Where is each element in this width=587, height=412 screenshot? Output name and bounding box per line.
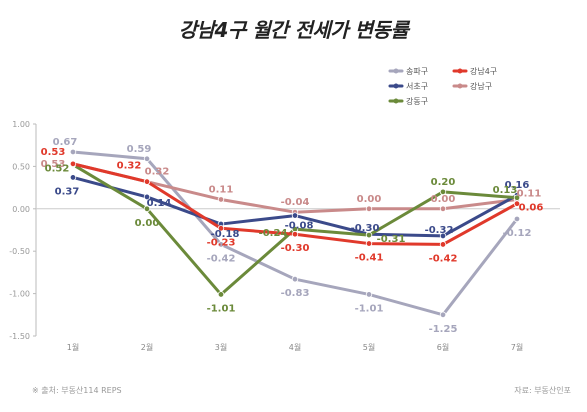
x-tick-label: 5월 — [363, 342, 375, 352]
data-point — [143, 178, 151, 185]
data-point — [291, 275, 299, 283]
data-label: 0.53 — [41, 159, 66, 170]
data-point — [439, 232, 447, 240]
data-label: 0.13 — [493, 185, 518, 196]
data-label: 0.00 — [135, 218, 160, 229]
x-tick-label: 3월 — [215, 342, 227, 352]
data-point — [513, 215, 521, 223]
data-point — [439, 241, 447, 248]
data-point — [513, 200, 521, 207]
data-point — [365, 291, 373, 298]
data-point — [217, 241, 225, 248]
legend-label: 강남구 — [470, 81, 492, 91]
data-label: 0.00 — [357, 194, 382, 205]
data-label: 0.32 — [117, 161, 142, 172]
data-point — [365, 240, 373, 247]
data-label: 0.59 — [127, 144, 152, 155]
data-label: -0.12 — [503, 228, 532, 239]
data-label: -0.32 — [425, 225, 454, 236]
legend-label: 강남4구 — [470, 66, 497, 76]
data-label: -0.30 — [351, 223, 380, 234]
data-label: -1.01 — [355, 303, 384, 314]
data-label: -0.30 — [281, 243, 310, 254]
data-point — [365, 205, 373, 212]
chart-axes: 1.00 0.50 0.00 -0.50 -1.00 -1.50 1월 2월 3월 4월 5월 6월 7… — [9, 120, 560, 352]
data-point — [143, 155, 151, 162]
data-label: -0.24 — [259, 228, 288, 239]
legend-label: 강동구 — [406, 96, 428, 106]
data-point — [143, 193, 151, 201]
legend-marker — [457, 68, 463, 74]
x-tick-label: 1월 — [67, 342, 79, 352]
data-label: -1.25 — [429, 324, 458, 335]
source-note: ※ 출처: 부동산114 REPS — [32, 386, 122, 395]
legend-marker — [393, 83, 399, 89]
data-point — [439, 205, 447, 212]
data-point — [439, 188, 447, 196]
data-label: -0.31 — [377, 234, 406, 245]
y-tick-label: -1.50 — [9, 332, 30, 341]
data-point — [365, 231, 373, 239]
data-label: 0.11 — [209, 184, 234, 195]
data-point — [439, 311, 447, 318]
y-tick-label: -0.50 — [9, 247, 30, 256]
legend-label: 송파구 — [406, 67, 428, 76]
data-label: 0.32 — [145, 167, 170, 178]
data-point — [143, 205, 151, 212]
data-label: 0.52 — [45, 164, 70, 175]
data-label: 0.16 — [505, 180, 530, 191]
data-label: -0.83 — [281, 288, 310, 299]
data-point — [291, 212, 299, 219]
legend-marker — [393, 98, 399, 104]
x-tick-label: 6월 — [437, 342, 449, 352]
data-point — [217, 196, 225, 203]
credit-note: 자료: 부동산인포 — [514, 386, 571, 395]
data-label: -0.23 — [207, 237, 236, 248]
data-point — [69, 174, 77, 181]
data-label: -0.04 — [281, 197, 310, 208]
data-label: 0.37 — [55, 186, 80, 197]
data-point — [217, 225, 225, 232]
data-point — [291, 231, 299, 238]
legend-marker — [457, 83, 463, 89]
x-tick-label: 2월 — [141, 342, 153, 352]
y-tick-label: 1.00 — [12, 120, 30, 129]
x-tick-label: 7월 — [511, 342, 523, 352]
data-label: -0.08 — [285, 221, 314, 232]
chart-data-labels: 0.67 0.59 -0.42 -0.83 -1.01 -1.25 -0.12 0.53 0.3… — [41, 137, 544, 335]
data-label: -0.41 — [355, 253, 384, 264]
data-point — [69, 148, 77, 156]
y-tick-label: -1.00 — [9, 290, 30, 299]
data-label: -0.18 — [211, 229, 240, 240]
chart-title: 강남4구 월간 전세가 변동률 — [178, 18, 409, 42]
data-label: 0.06 — [519, 203, 544, 214]
data-point — [217, 291, 225, 298]
data-label: 0.53 — [41, 147, 66, 158]
data-label: 0.11 — [517, 188, 542, 199]
data-label: 0.00 — [431, 194, 456, 205]
data-label: -0.42 — [429, 253, 458, 264]
data-label: 0.14 — [147, 198, 172, 209]
data-label: -0.42 — [207, 253, 236, 264]
y-tick-label: 0.50 — [12, 162, 30, 171]
chart-lines — [69, 148, 521, 318]
legend-label: 서초구 — [406, 82, 428, 91]
data-label: 0.20 — [431, 177, 456, 188]
y-tick-label: 0.00 — [12, 205, 30, 214]
x-tick-label: 4월 — [289, 342, 301, 352]
data-label: -1.01 — [207, 303, 236, 314]
data-label: 0.67 — [53, 137, 78, 148]
legend-marker — [393, 68, 399, 74]
data-point — [69, 160, 77, 168]
